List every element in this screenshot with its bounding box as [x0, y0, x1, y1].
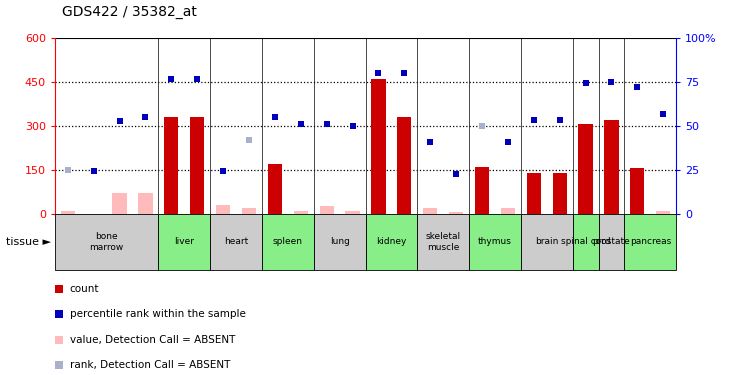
Bar	[371, 79, 385, 214]
Bar	[599, 214, 624, 270]
Text: liver: liver	[174, 237, 194, 246]
Point	[373, 70, 385, 76]
Bar	[164, 117, 178, 214]
Text: percentile rank within the sample: percentile rank within the sample	[69, 309, 246, 319]
Bar	[417, 214, 469, 270]
Bar	[268, 164, 282, 214]
Bar	[630, 168, 645, 214]
Point	[53, 337, 64, 343]
Point	[243, 137, 255, 143]
Bar	[366, 214, 417, 270]
Bar	[294, 211, 308, 214]
Text: value, Detection Call = ABSENT: value, Detection Call = ABSENT	[69, 334, 235, 345]
Text: brain: brain	[535, 237, 558, 246]
Bar	[242, 208, 256, 214]
Point	[269, 114, 281, 120]
Point	[217, 168, 229, 174]
Point	[657, 111, 669, 117]
Text: kidney: kidney	[376, 237, 406, 246]
Bar	[656, 211, 670, 214]
Point	[450, 171, 462, 177]
Text: spleen: spleen	[273, 237, 303, 246]
Point	[605, 79, 617, 85]
Point	[346, 123, 358, 129]
Text: spinal cord: spinal cord	[561, 237, 610, 246]
Bar	[526, 172, 541, 214]
Text: rank, Detection Call = ABSENT: rank, Detection Call = ABSENT	[69, 360, 230, 370]
Bar	[159, 214, 211, 270]
Text: lung: lung	[330, 237, 349, 246]
Bar	[113, 193, 126, 214]
Point	[580, 80, 591, 86]
Bar	[572, 214, 599, 270]
Point	[476, 123, 488, 129]
Bar	[605, 120, 618, 214]
Point	[192, 76, 203, 82]
Bar	[397, 117, 412, 214]
Bar	[469, 214, 520, 270]
Bar	[319, 206, 334, 214]
Text: skeletal
muscle: skeletal muscle	[425, 232, 461, 252]
Point	[140, 114, 151, 120]
Point	[165, 76, 177, 82]
Bar	[346, 211, 360, 214]
Point	[295, 121, 306, 127]
Point	[114, 118, 126, 124]
Bar	[423, 208, 437, 214]
Point	[53, 311, 64, 317]
Bar	[262, 214, 314, 270]
Bar	[624, 214, 676, 270]
Point	[554, 117, 566, 123]
Point	[398, 70, 410, 76]
Point	[502, 139, 514, 145]
Text: bone
marrow: bone marrow	[89, 232, 124, 252]
Bar	[61, 211, 75, 214]
Point	[632, 84, 643, 90]
Point	[53, 286, 64, 292]
Bar	[521, 214, 572, 270]
Bar	[216, 205, 230, 214]
Bar	[55, 214, 159, 270]
Text: GDS422 / 35382_at: GDS422 / 35382_at	[62, 5, 197, 19]
Point	[528, 117, 539, 123]
Bar	[578, 124, 593, 214]
Point	[321, 121, 333, 127]
Point	[62, 166, 74, 172]
Text: count: count	[69, 284, 99, 294]
Text: heart: heart	[224, 237, 249, 246]
Bar	[314, 214, 366, 270]
Text: prostate: prostate	[593, 237, 630, 246]
Bar	[449, 212, 463, 214]
Text: tissue ►: tissue ►	[6, 237, 51, 247]
Point	[425, 139, 436, 145]
Text: pancreas: pancreas	[629, 237, 671, 246]
Bar	[211, 214, 262, 270]
Point	[88, 168, 99, 174]
Text: thymus: thymus	[478, 237, 512, 246]
Point	[53, 362, 64, 368]
Bar	[553, 172, 567, 214]
Bar	[475, 167, 489, 214]
Bar	[501, 208, 515, 214]
Bar	[190, 117, 205, 214]
Bar	[138, 193, 153, 214]
